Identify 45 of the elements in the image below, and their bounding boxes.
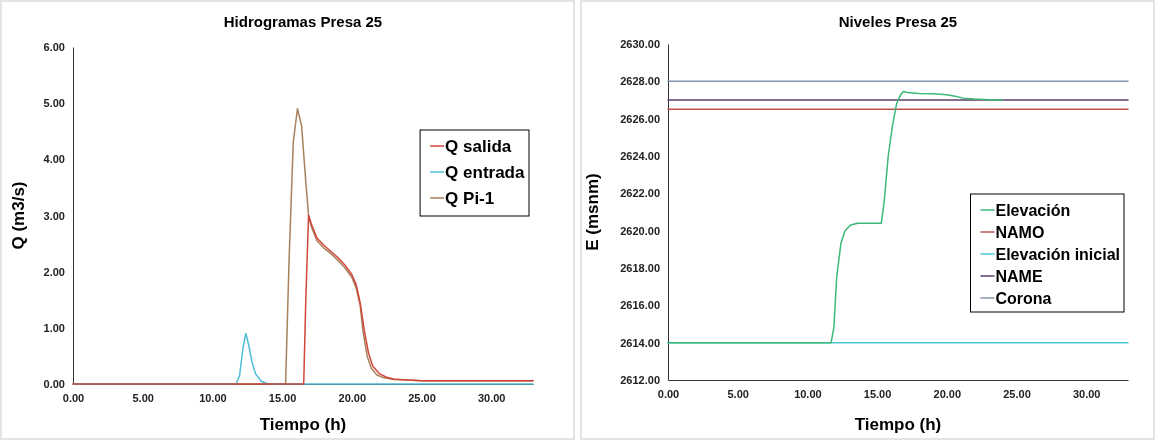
y-tick-label: 2622.00 bbox=[620, 187, 660, 200]
y-tick-label: 6.00 bbox=[43, 41, 65, 54]
y-tick-label: 4.00 bbox=[43, 153, 65, 166]
x-tick-label: 25.00 bbox=[408, 391, 436, 404]
y-tick-label: 1.00 bbox=[43, 321, 65, 334]
y-tick-label: 2.00 bbox=[43, 265, 65, 278]
x-tick-label: 20.00 bbox=[338, 391, 367, 404]
y-tick-label: 2618.00 bbox=[620, 262, 660, 275]
legend-label: Q entrada bbox=[445, 162, 525, 182]
y-tick-label: 2626.00 bbox=[620, 112, 660, 125]
legend-label: Q salida bbox=[445, 136, 512, 156]
x-tick-label: 10.00 bbox=[794, 387, 822, 400]
y-tick-label: 2614.00 bbox=[620, 336, 660, 349]
x-tick-label: 30.00 bbox=[1072, 387, 1101, 400]
y-axis-title: E (msnm) bbox=[583, 173, 602, 251]
y-tick-label: 5.00 bbox=[43, 97, 65, 110]
chart-title: Niveles Presa 25 bbox=[838, 13, 958, 30]
legend-label: NAME bbox=[995, 267, 1043, 285]
x-tick-label: 15.00 bbox=[268, 391, 297, 404]
y-tick-label: 2612.00 bbox=[620, 374, 660, 387]
legend-label: Elevación bbox=[995, 201, 1071, 219]
x-tick-label: 25.00 bbox=[1003, 387, 1031, 400]
y-tick-label: 2628.00 bbox=[620, 75, 660, 88]
y-tick-label: 2620.00 bbox=[620, 224, 660, 237]
x-tick-label: 0.00 bbox=[62, 391, 85, 404]
y-tick-label: 3.00 bbox=[43, 209, 65, 222]
x-axis-title: Tiempo (h) bbox=[854, 415, 942, 434]
legend-label: NAMO bbox=[995, 223, 1045, 241]
y-tick-label: 2630.00 bbox=[620, 38, 660, 51]
legend-label: Corona bbox=[995, 289, 1052, 307]
x-tick-label: 15.00 bbox=[863, 387, 892, 400]
y-tick-label: 2624.00 bbox=[620, 150, 660, 163]
y-tick-label: 0.00 bbox=[43, 378, 65, 391]
x-tick-label: 5.00 bbox=[132, 391, 154, 404]
x-axis-title: Tiempo (h) bbox=[259, 415, 347, 434]
x-tick-label: 0.00 bbox=[657, 387, 680, 400]
x-tick-label: 10.00 bbox=[199, 391, 227, 404]
y-axis-title: Q (m3/s) bbox=[9, 181, 28, 250]
chart-title: Hidrogramas Presa 25 bbox=[223, 13, 383, 30]
legend-label: Elevación inicial bbox=[995, 245, 1120, 263]
x-tick-label: 30.00 bbox=[477, 391, 506, 404]
x-tick-label: 5.00 bbox=[727, 387, 749, 400]
x-tick-label: 20.00 bbox=[933, 387, 962, 400]
legend-label: Q Pi-1 bbox=[445, 188, 495, 208]
y-tick-label: 2616.00 bbox=[620, 299, 660, 312]
